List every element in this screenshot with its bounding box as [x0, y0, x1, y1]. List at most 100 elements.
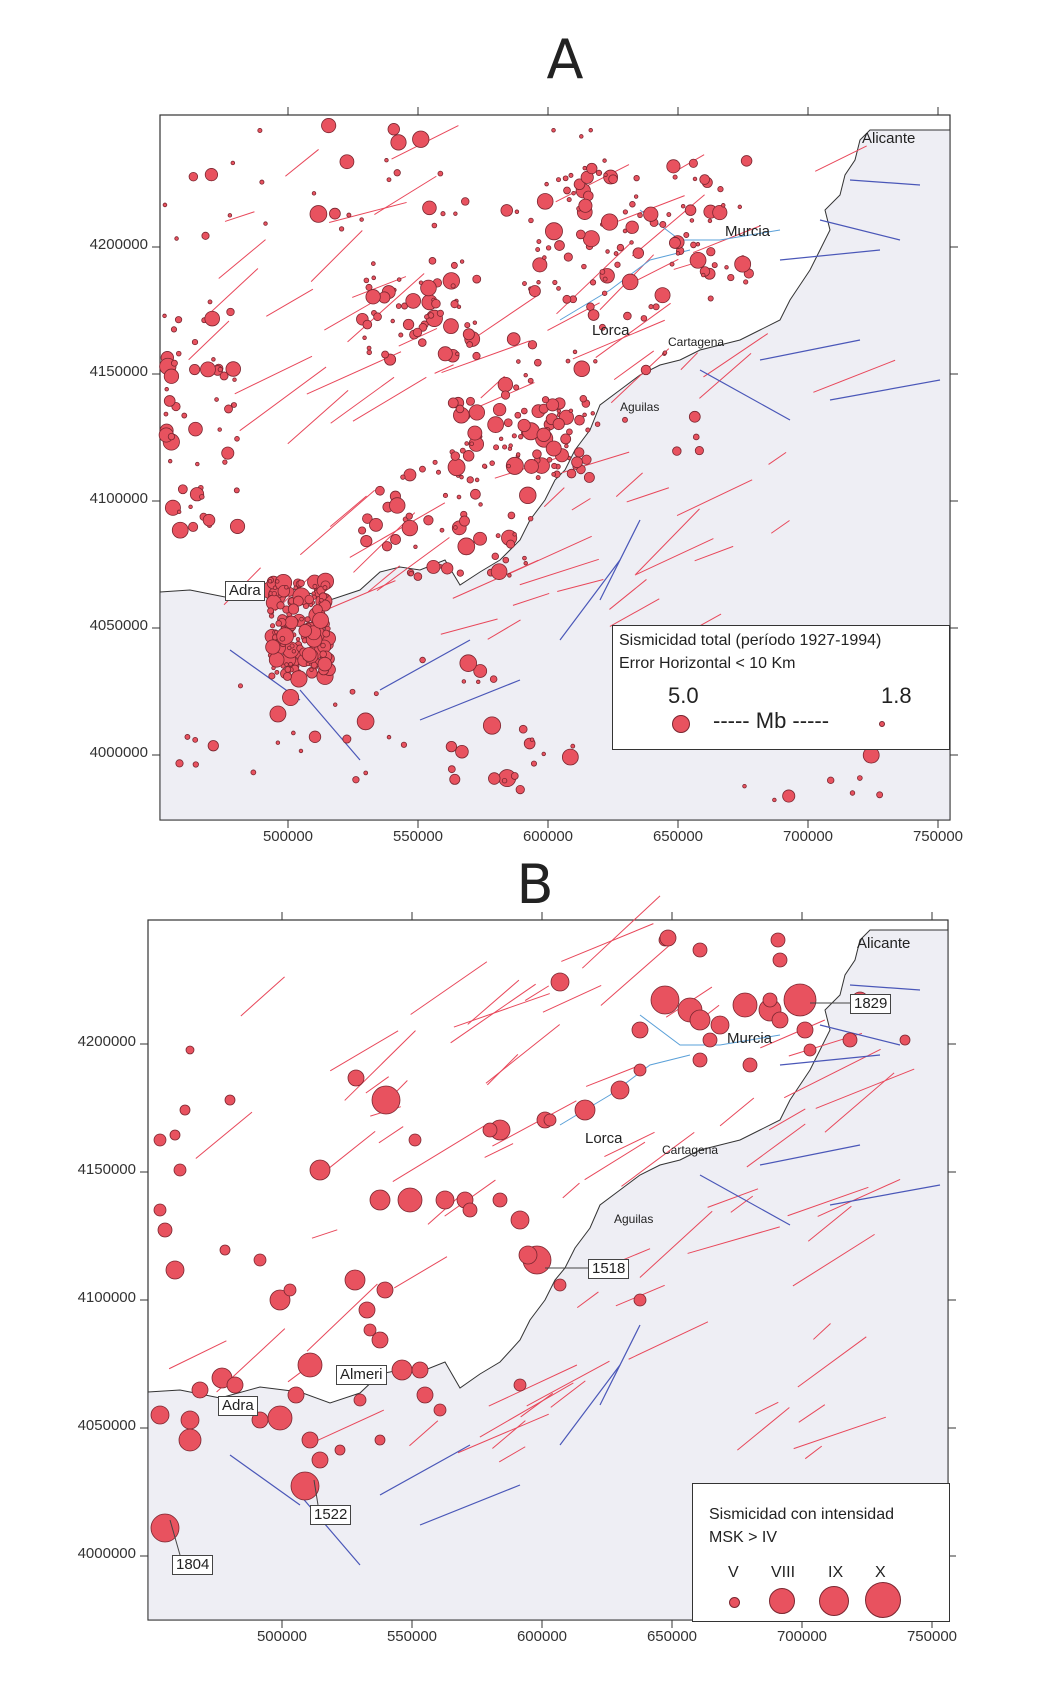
- earthquake-epicentre: [511, 433, 517, 439]
- b-legend-subtitle: MSK > IV: [709, 1529, 778, 1546]
- fault-line: [441, 340, 530, 374]
- earthquake-epicentre: [579, 134, 584, 139]
- earthquake-epicentre: [689, 251, 707, 269]
- earthquake-epicentre: [167, 458, 173, 464]
- earthquake-epicentre: [221, 446, 235, 460]
- earthquake-epicentre: [271, 591, 277, 597]
- earthquake-epicentre: [586, 162, 598, 175]
- earthquake-epicentre: [447, 397, 459, 409]
- b-ytick-4050000: 4050000: [77, 1417, 136, 1434]
- earthquake-epicentre: [690, 241, 697, 249]
- earthquake-epicentre: [298, 748, 304, 754]
- earthquake-epicentre: [507, 573, 512, 578]
- earthquake-epicentre: [219, 371, 229, 381]
- a-xtick-550000: 550000: [392, 828, 444, 845]
- earthquake-epicentre: [201, 231, 210, 240]
- earthquake-epicentre: [488, 772, 501, 785]
- earthquake-epicentre: [527, 340, 538, 350]
- earthquake-epicentre: [564, 443, 569, 449]
- fault-line: [768, 1108, 806, 1131]
- earthquake-epicentre: [171, 521, 189, 539]
- historical-earthquake: [710, 1015, 730, 1035]
- historical-earthquake: [369, 1189, 391, 1211]
- earthquake-epicentre: [573, 360, 591, 377]
- b-ytick-4150000: 4150000: [77, 1161, 136, 1178]
- earthquake-epicentre: [602, 276, 608, 282]
- event-1522: 1522: [310, 1505, 352, 1525]
- earthquake-epicentre: [455, 744, 469, 759]
- a-city-aguilas: Aguilas: [620, 400, 660, 414]
- a-city-cartagena: Cartagena: [668, 335, 725, 349]
- b-legend: Sismicidad con intensidad MSK > IV V VII…: [692, 1483, 950, 1622]
- earthquake-epicentre: [527, 377, 534, 384]
- fault-line: [392, 1125, 485, 1182]
- historical-earthquake: [391, 1359, 413, 1381]
- earthquake-epicentre: [493, 444, 500, 451]
- earthquake-epicentre: [362, 513, 373, 524]
- historical-earthquake: [772, 952, 788, 968]
- fault-line: [266, 288, 314, 317]
- a-legend-dot-small: [879, 721, 885, 727]
- earthquake-epicentre: [706, 247, 716, 257]
- earthquake-epicentre: [162, 313, 167, 319]
- earthquake-epicentre: [568, 408, 574, 414]
- earthquake-epicentre: [692, 176, 698, 182]
- earthquake-epicentre: [849, 790, 856, 796]
- earthquake-epicentre: [450, 261, 458, 269]
- historical-earthquake: [344, 1269, 366, 1291]
- fault-line: [498, 1446, 526, 1463]
- historical-earthquake: [269, 1289, 291, 1311]
- earthquake-epicentre: [217, 366, 223, 373]
- fault-line: [576, 1291, 599, 1309]
- earthquake-epicentre: [536, 427, 551, 442]
- offshore-fault: [559, 559, 621, 641]
- earthquake-epicentre: [734, 255, 752, 273]
- historical-earthquake: [633, 1063, 647, 1077]
- fault-line: [737, 1407, 790, 1451]
- earthquake-epicentre: [544, 181, 549, 187]
- historical-earthquake: [543, 1113, 557, 1127]
- earthquake-epicentre: [522, 555, 527, 561]
- fault-line: [730, 1195, 754, 1213]
- earthquake-epicentre: [492, 402, 507, 417]
- fault-line: [797, 1336, 867, 1388]
- earthquake-epicentre: [447, 458, 466, 477]
- earthquake-epicentre: [513, 384, 520, 391]
- fault-line: [287, 390, 349, 445]
- earthquake-epicentre: [561, 748, 579, 766]
- offshore-fault: [599, 519, 641, 601]
- earthquake-epicentre: [501, 777, 508, 784]
- fault-line: [409, 1420, 439, 1447]
- fault-line: [787, 1186, 869, 1217]
- historical-earthquake: [301, 1431, 319, 1449]
- offshore-fault: [819, 219, 901, 241]
- earthquake-epicentre: [390, 534, 401, 545]
- panel-b-ticks: [140, 912, 956, 1628]
- earthquake-epicentre: [381, 350, 390, 359]
- historical-earthquake: [659, 929, 677, 947]
- b-xtick-500000: 500000: [256, 1628, 308, 1645]
- offshore-fault: [299, 689, 361, 761]
- earthquake-epicentre: [717, 186, 724, 193]
- earthquake-epicentre: [195, 461, 200, 467]
- earthquake-epicentre: [312, 611, 330, 629]
- earthquake-epicentre: [371, 275, 377, 281]
- earthquake-epicentre: [412, 327, 423, 338]
- fault-line: [367, 565, 400, 593]
- a-ytick-4050000: 4050000: [89, 617, 148, 634]
- earthquake-epicentre: [373, 312, 382, 322]
- earthquake-epicentre: [321, 118, 337, 134]
- fault-line: [352, 376, 427, 422]
- fault-line: [324, 298, 380, 331]
- earthquake-epicentre: [188, 504, 193, 510]
- b-city-aguilas: Aguilas: [614, 1212, 654, 1226]
- fault-line: [488, 1364, 578, 1407]
- fault-line: [378, 1126, 404, 1144]
- earthquake-epicentre: [530, 760, 537, 767]
- fault-line: [542, 984, 602, 1013]
- earthquake-epicentre: [363, 277, 370, 284]
- fault-line: [374, 175, 437, 215]
- earthquake-epicentre: [291, 649, 297, 654]
- earthquake-epicentre: [652, 303, 660, 311]
- earthquake-epicentre: [217, 427, 222, 432]
